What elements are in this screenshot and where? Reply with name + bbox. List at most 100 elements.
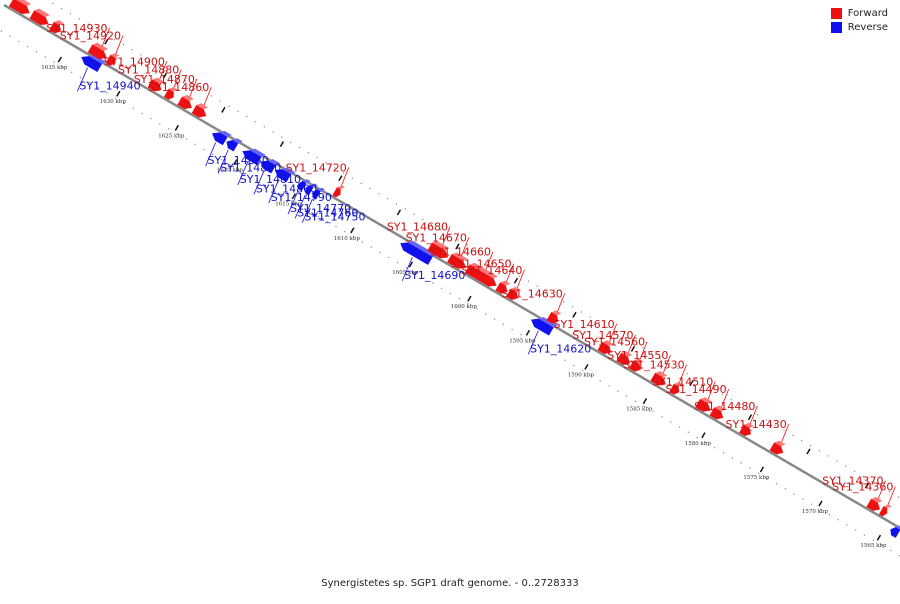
axis-ticks: 1635 kbp 1630 kbp 1625 kbp 1620 kbp 1615 kbp… bbox=[41, 38, 887, 549]
gene-label[interactable]: SY1_14720 bbox=[286, 161, 347, 174]
gene-label[interactable]: SY1_14940 bbox=[79, 79, 140, 92]
gene-arrow[interactable] bbox=[191, 102, 210, 120]
gene-label[interactable]: SY1_14560 bbox=[584, 336, 645, 349]
axis-tick-mark bbox=[701, 432, 706, 439]
gene-arrow[interactable] bbox=[709, 404, 727, 422]
gene-label[interactable]: SY1_14920 bbox=[60, 30, 121, 43]
gene-arrow-top bbox=[432, 240, 450, 251]
gene-label-leader bbox=[287, 190, 299, 215]
legend-forward: Forward bbox=[830, 8, 888, 19]
gene-arrow[interactable] bbox=[495, 279, 512, 295]
gene-label[interactable]: SY1_14680 bbox=[387, 221, 448, 234]
gene-arrow[interactable] bbox=[224, 135, 243, 153]
gene-arrow-top bbox=[602, 340, 614, 346]
gene-arrow[interactable] bbox=[296, 176, 311, 192]
gene-arrow[interactable] bbox=[464, 261, 500, 289]
gene-arrow-top bbox=[408, 240, 438, 257]
gene-label[interactable]: SY1_14670 bbox=[406, 232, 467, 245]
gene-arrow[interactable] bbox=[769, 439, 787, 457]
gene-arrow[interactable] bbox=[163, 86, 178, 101]
gene-label-leader bbox=[101, 27, 110, 49]
gene-arrow[interactable] bbox=[597, 339, 615, 357]
gene-label[interactable]: SY1_14620 bbox=[530, 342, 591, 355]
gene-label[interactable]: SY1_14530 bbox=[623, 359, 684, 372]
gene-label[interactable]: SY1_14660 bbox=[430, 246, 491, 259]
gene-label-leader bbox=[748, 405, 758, 427]
axis-tick-label: 1580 kbp bbox=[685, 441, 712, 447]
gene-arrow[interactable] bbox=[8, 0, 33, 17]
gene-arrow[interactable] bbox=[398, 236, 438, 266]
axis-tick-mark bbox=[350, 227, 355, 234]
gene-labels: SY1_14940SY1_14930SY1_14920SY1_14900SY1_… bbox=[46, 22, 893, 494]
gene-label[interactable]: SY1_14430 bbox=[726, 418, 787, 431]
gene-label[interactable]: SY1_14860 bbox=[148, 81, 209, 94]
gene-arrow[interactable] bbox=[147, 76, 165, 94]
gene-arrow[interactable] bbox=[311, 185, 326, 201]
gene-label[interactable]: SY1_14930 bbox=[46, 22, 107, 35]
gene-label[interactable]: SY1_14630 bbox=[502, 287, 563, 300]
gene-arrow[interactable] bbox=[650, 370, 670, 389]
gene-arrow[interactable] bbox=[87, 41, 111, 62]
gene-arrow[interactable] bbox=[529, 312, 558, 336]
gene-arrow[interactable] bbox=[177, 93, 196, 111]
gene-arrow[interactable] bbox=[669, 381, 684, 396]
gene-label[interactable]: SY1_14370 bbox=[822, 475, 883, 488]
gene-arrow[interactable] bbox=[241, 144, 266, 166]
gene-label[interactable]: SY1_14750 bbox=[304, 211, 365, 224]
gene-label[interactable]: SY1_14650 bbox=[450, 258, 511, 271]
gene-label-leader bbox=[268, 179, 280, 204]
gene-arrow[interactable] bbox=[866, 496, 884, 514]
gene-arrow[interactable] bbox=[546, 309, 563, 325]
gene-label[interactable]: SY1_14790 bbox=[271, 191, 332, 204]
gene-label[interactable]: SY1_14490 bbox=[665, 383, 726, 396]
gene-arrow[interactable] bbox=[259, 155, 281, 175]
gene-label-leader bbox=[638, 341, 648, 362]
gene-label[interactable]: SY1_14570 bbox=[572, 329, 633, 342]
gene-label-leader bbox=[460, 237, 470, 258]
gene-arrow-top bbox=[451, 252, 468, 261]
gene-label[interactable]: SY1_14850 bbox=[208, 154, 269, 167]
gene-arrow[interactable] bbox=[332, 184, 346, 199]
gene-arrow[interactable] bbox=[695, 396, 715, 415]
gene-label[interactable]: SY1_14640 bbox=[461, 264, 522, 277]
gene-label[interactable]: SY1_14690 bbox=[404, 269, 465, 282]
gene-label[interactable]: SY1_14360 bbox=[832, 480, 893, 493]
gene-label-leader bbox=[608, 323, 618, 345]
gene-arrow[interactable] bbox=[878, 503, 892, 518]
gene-label-leader bbox=[188, 78, 198, 100]
gene-label[interactable]: SY1_14840 bbox=[220, 161, 281, 174]
gene-label[interactable]: SY1_14880 bbox=[118, 64, 179, 77]
gene-arrow[interactable] bbox=[105, 52, 120, 67]
gene-arrow[interactable] bbox=[79, 50, 107, 73]
axis-minor-tick bbox=[396, 209, 402, 216]
gene-arrow[interactable] bbox=[447, 251, 470, 272]
gene-arrow[interactable] bbox=[49, 19, 66, 35]
gene-label[interactable]: SY1_14480 bbox=[694, 400, 755, 413]
axis-minor-tick bbox=[864, 482, 870, 489]
axis-tick-mark bbox=[174, 124, 180, 131]
gene-label[interactable]: SY1_14760 bbox=[297, 206, 358, 219]
gene-label[interactable]: SY1_14800 bbox=[256, 182, 317, 195]
gene-arrow[interactable] bbox=[739, 421, 755, 437]
gene-arrow[interactable] bbox=[616, 350, 634, 368]
gene-arrow-top bbox=[700, 397, 713, 404]
gene-arrow[interactable] bbox=[427, 239, 452, 261]
gene-arrow[interactable] bbox=[273, 163, 296, 184]
gene-arrow[interactable] bbox=[628, 357, 645, 373]
gene-arrow-top bbox=[92, 42, 109, 51]
gene-label[interactable]: SY1_14610 bbox=[553, 318, 614, 331]
gene-label[interactable]: SY1_14770 bbox=[290, 202, 351, 215]
gene-arrow[interactable] bbox=[303, 181, 318, 197]
gene-label[interactable]: SY1_14510 bbox=[652, 375, 713, 388]
legend-reverse-swatch bbox=[830, 22, 842, 33]
gene-arrow[interactable] bbox=[888, 522, 900, 539]
gene-arrow[interactable] bbox=[210, 126, 232, 146]
gene-label[interactable]: SY1_14870 bbox=[134, 73, 195, 86]
gene-label[interactable]: SY1_14550 bbox=[607, 349, 668, 362]
gene-label[interactable]: SY1_14810 bbox=[240, 173, 301, 186]
gene-arrow-top bbox=[250, 148, 266, 157]
gene-arrow[interactable] bbox=[29, 7, 53, 28]
gene-label[interactable]: SY1_14900 bbox=[104, 55, 165, 68]
gene-label-leader bbox=[661, 355, 671, 376]
gene-arrow[interactable] bbox=[506, 285, 523, 301]
